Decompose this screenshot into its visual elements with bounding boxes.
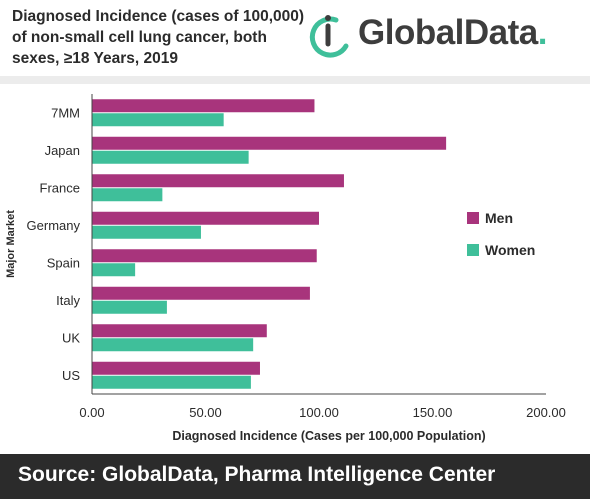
globaldata-logo: GlobalData. bbox=[306, 10, 586, 66]
bar-women-germany bbox=[92, 225, 201, 239]
chart-title-line-2: of non-small cell lung cancer, both bbox=[12, 29, 267, 46]
header-divider bbox=[0, 76, 590, 84]
bar-women-italy bbox=[92, 300, 167, 314]
x-tick-label-2: 100.00 bbox=[299, 405, 339, 420]
bar-men-us bbox=[92, 361, 260, 375]
footer: Source: GlobalData, Pharma Intelligence … bbox=[0, 454, 590, 499]
chart-area: 7MM Japan France Germany Spain Italy UK US 0.00… bbox=[0, 84, 590, 454]
x-tick-label-3: 150.00 bbox=[413, 405, 453, 420]
x-tick-label-1: 50.00 bbox=[189, 405, 222, 420]
bar-men-germany bbox=[92, 211, 319, 225]
chart-title-line-1: Diagnosed Incidence (cases of 100,000) bbox=[12, 8, 305, 25]
bar-women-spain bbox=[92, 263, 136, 277]
bar-men-france bbox=[92, 174, 344, 188]
category-label-7mm: 7MM bbox=[51, 105, 80, 120]
legend-swatch-women bbox=[467, 244, 479, 256]
bar-women-france bbox=[92, 188, 163, 202]
logo-wordmark: GlobalData bbox=[358, 13, 538, 52]
globaldata-logo-text: GlobalData. bbox=[358, 13, 548, 53]
legend-label-women: Women bbox=[485, 242, 535, 258]
bar-women-us bbox=[92, 375, 251, 389]
bar-men-italy bbox=[92, 286, 310, 300]
bar-women-japan bbox=[92, 150, 249, 164]
bar-women-7mm bbox=[92, 113, 224, 127]
x-tick-labels: 0.00 50.00 100.00 150.00 200.00 bbox=[79, 405, 566, 420]
x-axis-title: Diagnosed Incidence (Cases per 100,000 P… bbox=[172, 429, 485, 443]
category-label-uk: UK bbox=[62, 330, 80, 345]
bar-chart: 7MM Japan France Germany Spain Italy UK US 0.00… bbox=[5, 94, 566, 443]
x-tick-label-4: 200.00 bbox=[526, 405, 566, 420]
category-label-italy: Italy bbox=[56, 293, 80, 308]
bar-men-uk bbox=[92, 324, 267, 338]
x-tick-label-0: 0.00 bbox=[79, 405, 104, 420]
source-text: Source: GlobalData, Pharma Intelligence … bbox=[18, 463, 496, 486]
bar-men-japan bbox=[92, 136, 447, 150]
bar-men-7mm bbox=[92, 99, 315, 113]
legend-swatch-men bbox=[467, 212, 479, 224]
chart-title: Diagnosed Incidence (cases of 100,000) o… bbox=[12, 6, 312, 69]
bars-group bbox=[92, 99, 447, 389]
legend-label-men: Men bbox=[485, 210, 513, 226]
bar-women-uk bbox=[92, 338, 254, 352]
category-label-us: US bbox=[62, 368, 80, 383]
category-label-japan: Japan bbox=[45, 143, 80, 158]
category-label-spain: Spain bbox=[47, 255, 80, 270]
category-label-germany: Germany bbox=[27, 218, 81, 233]
header: Diagnosed Incidence (cases of 100,000) o… bbox=[0, 0, 590, 76]
bar-men-spain bbox=[92, 249, 317, 263]
globaldata-logo-icon bbox=[309, 15, 349, 58]
logo-dot: . bbox=[537, 13, 548, 52]
category-label-france: France bbox=[40, 180, 80, 195]
category-labels: 7MM Japan France Germany Spain Italy UK US bbox=[27, 105, 81, 383]
y-axis-title: Major Market bbox=[5, 210, 17, 278]
legend: Men Women bbox=[467, 210, 535, 258]
chart-title-line-3: sexes, ≥18 Years, 2019 bbox=[12, 50, 178, 67]
